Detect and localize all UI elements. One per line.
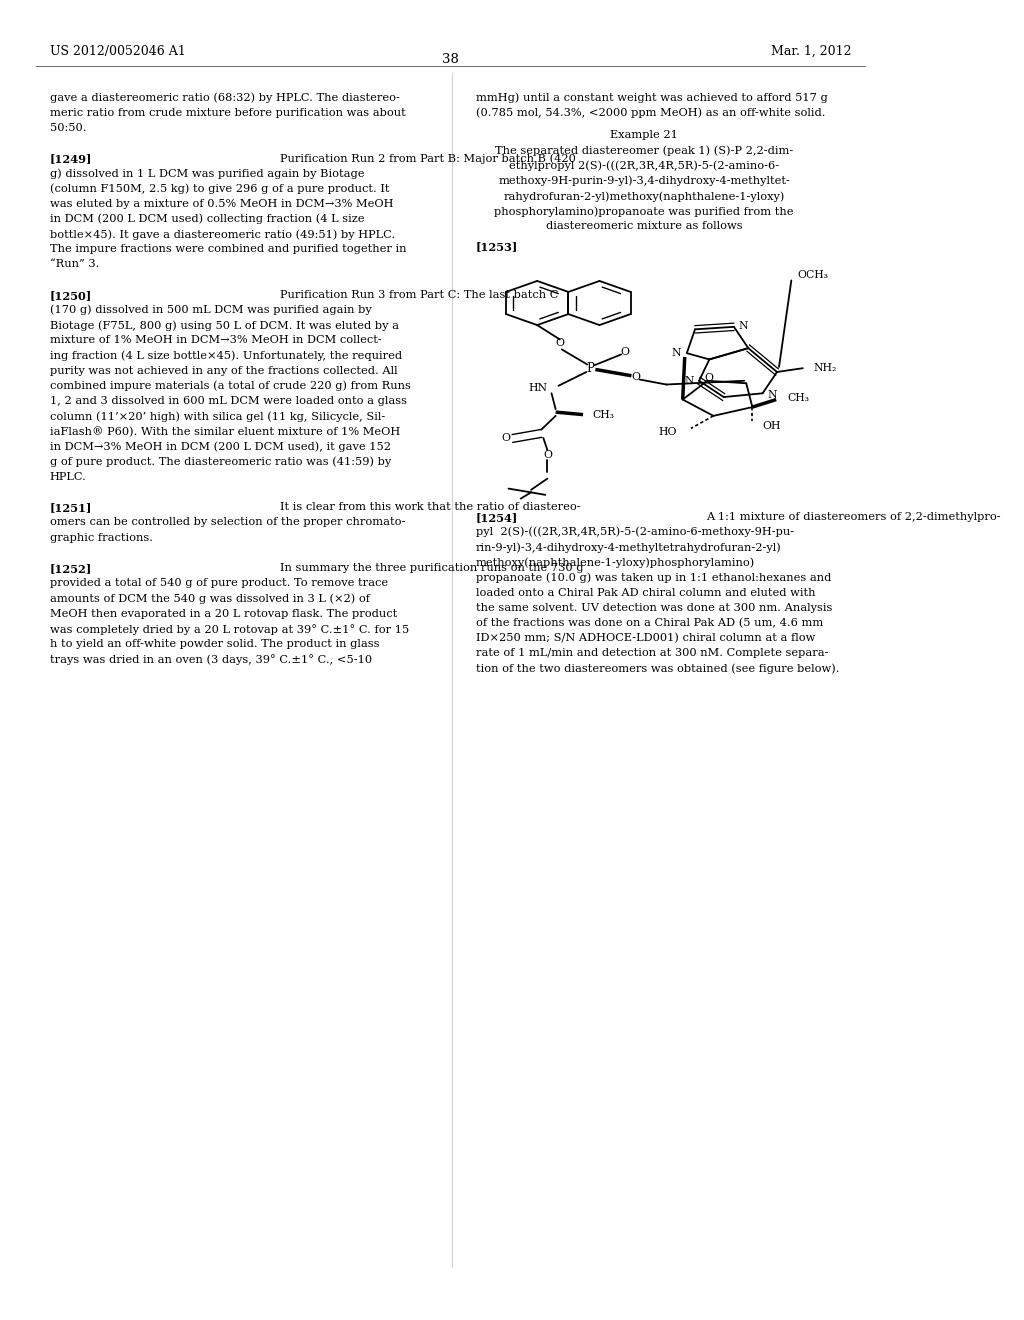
Text: OCH₃: OCH₃ (798, 271, 828, 280)
Text: graphic fractions.: graphic fractions. (49, 532, 153, 543)
Text: was completely dried by a 20 L rotovap at 39° C.±1° C. for 15: was completely dried by a 20 L rotovap a… (49, 623, 409, 635)
Text: [1251]: [1251] (49, 502, 92, 513)
Text: ing fraction (4 L size bottle×45). Unfortunately, the required: ing fraction (4 L size bottle×45). Unfor… (49, 350, 401, 362)
Text: Example 21: Example 21 (610, 131, 678, 140)
Text: [1252]: [1252] (49, 562, 92, 574)
Text: The separated diastereomer (peak 1) (S)-P 2,2-dim-: The separated diastereomer (peak 1) (S)-… (495, 145, 794, 156)
Text: US 2012/0052046 A1: US 2012/0052046 A1 (49, 45, 185, 58)
Text: O: O (543, 450, 552, 459)
Text: P: P (587, 362, 594, 375)
Text: tion of the two diastereomers was obtained (see figure below).: tion of the two diastereomers was obtain… (476, 664, 840, 675)
Text: ethylpropyl 2(S)-(((2R,3R,4R,5R)-5-(2-amino-6-: ethylpropyl 2(S)-(((2R,3R,4R,5R)-5-(2-am… (509, 161, 779, 172)
Text: OH: OH (763, 421, 781, 430)
Text: [1253]: [1253] (476, 242, 518, 252)
Text: rahydrofuran-2-yl)methoxy(naphthalene-1-yloxy): rahydrofuran-2-yl)methoxy(naphthalene-1-… (504, 191, 784, 202)
Text: O: O (705, 374, 714, 383)
Text: HPLC.: HPLC. (49, 471, 86, 482)
Text: ID×250 mm; S/N ADHOCE-LD001) chiral column at a flow: ID×250 mm; S/N ADHOCE-LD001) chiral colu… (476, 634, 815, 643)
Text: mmHg) until a constant weight was achieved to afford 517 g: mmHg) until a constant weight was achiev… (476, 92, 827, 103)
Text: N: N (768, 389, 777, 400)
Text: omers can be controlled by selection of the proper chromato-: omers can be controlled by selection of … (49, 517, 404, 528)
Text: in DCM (200 L DCM used) collecting fraction (4 L size: in DCM (200 L DCM used) collecting fract… (49, 214, 365, 224)
Text: [1254]: [1254] (476, 512, 518, 523)
Text: Purification Run 3 from Part C: The last batch C: Purification Run 3 from Part C: The last… (280, 289, 558, 300)
Text: NH₂: NH₂ (814, 363, 838, 374)
Text: methoxy(naphthalene-1-yloxy)phosphorylamino): methoxy(naphthalene-1-yloxy)phosphorylam… (476, 557, 755, 568)
Text: meric ratio from crude mixture before purification was about: meric ratio from crude mixture before pu… (49, 107, 406, 117)
Text: of the fractions was done on a Chiral Pak AD (5 um, 4.6 mm: of the fractions was done on a Chiral Pa… (476, 618, 823, 628)
Text: [1250]: [1250] (49, 289, 92, 301)
Text: [1249]: [1249] (49, 153, 92, 164)
Text: O: O (621, 347, 630, 356)
Text: gave a diastereomeric ratio (68:32) by HPLC. The diastereo-: gave a diastereomeric ratio (68:32) by H… (49, 92, 399, 103)
Text: Mar. 1, 2012: Mar. 1, 2012 (771, 45, 851, 58)
Text: g) dissolved in 1 L DCM was purified again by Biotage: g) dissolved in 1 L DCM was purified aga… (49, 168, 365, 180)
Text: rin-9-yl)-3,4-dihydroxy-4-methyltetrahydrofuran-2-yl): rin-9-yl)-3,4-dihydroxy-4-methyltetrahyd… (476, 543, 781, 553)
Text: purity was not achieved in any of the fractions collected. All: purity was not achieved in any of the fr… (49, 366, 397, 376)
Text: O: O (555, 338, 564, 348)
Text: HN: HN (528, 383, 548, 393)
Text: “Run” 3.: “Run” 3. (49, 259, 99, 269)
Text: CH₃: CH₃ (787, 393, 809, 404)
Text: 38: 38 (442, 53, 459, 66)
Text: column (11’×20’ high) with silica gel (11 kg, Silicycle, Sil-: column (11’×20’ high) with silica gel (1… (49, 411, 385, 422)
Text: phosphorylamino)propanoate was purified from the: phosphorylamino)propanoate was purified … (495, 206, 794, 216)
Text: A 1:1 mixture of diastereomers of 2,2-dimethylpro-: A 1:1 mixture of diastereomers of 2,2-di… (707, 512, 1000, 521)
Text: In summary the three purification runs on the 730 g: In summary the three purification runs o… (280, 562, 584, 573)
Text: The impure fractions were combined and purified together in: The impure fractions were combined and p… (49, 244, 407, 255)
Text: combined impure materials (a total of crude 220 g) from Runs: combined impure materials (a total of cr… (49, 380, 411, 392)
Text: (0.785 mol, 54.3%, <2000 ppm MeOH) as an off-white solid.: (0.785 mol, 54.3%, <2000 ppm MeOH) as an… (476, 107, 825, 119)
Text: diastereomeric mixture as follows: diastereomeric mixture as follows (546, 222, 742, 231)
Text: in DCM→3% MeOH in DCM (200 L DCM used), it gave 152: in DCM→3% MeOH in DCM (200 L DCM used), … (49, 441, 390, 453)
Text: provided a total of 540 g of pure product. To remove trace: provided a total of 540 g of pure produc… (49, 578, 388, 589)
Text: amounts of DCM the 540 g was dissolved in 3 L (×2) of: amounts of DCM the 540 g was dissolved i… (49, 593, 370, 605)
Text: 50:50.: 50:50. (49, 123, 86, 133)
Text: CH₃: CH₃ (593, 409, 614, 420)
Text: O: O (502, 433, 511, 444)
Text: pyl  2(S)-(((2R,3R,4R,5R)-5-(2-amino-6-methoxy-9H-pu-: pyl 2(S)-(((2R,3R,4R,5R)-5-(2-amino-6-me… (476, 527, 794, 537)
Text: was eluted by a mixture of 0.5% MeOH in DCM→3% MeOH: was eluted by a mixture of 0.5% MeOH in … (49, 198, 393, 209)
Text: iaFlash® P60). With the similar eluent mixture of 1% MeOH: iaFlash® P60). With the similar eluent m… (49, 426, 399, 437)
Text: the same solvent. UV detection was done at 300 nm. Analysis: the same solvent. UV detection was done … (476, 603, 833, 612)
Text: (column F150M, 2.5 kg) to give 296 g of a pure product. It: (column F150M, 2.5 kg) to give 296 g of … (49, 183, 389, 194)
Text: N: N (685, 376, 694, 385)
Text: methoxy-9H-purin-9-yl)-3,4-dihydroxy-4-methyltet-: methoxy-9H-purin-9-yl)-3,4-dihydroxy-4-m… (499, 176, 791, 186)
Text: (170 g) dissolved in 500 mL DCM was purified again by: (170 g) dissolved in 500 mL DCM was puri… (49, 305, 372, 315)
Text: bottle×45). It gave a diastereomeric ratio (49:51) by HPLC.: bottle×45). It gave a diastereomeric rat… (49, 228, 394, 240)
Text: MeOH then evaporated in a 20 L rotovap flask. The product: MeOH then evaporated in a 20 L rotovap f… (49, 609, 397, 619)
Text: rate of 1 mL/min and detection at 300 nM. Complete separa-: rate of 1 mL/min and detection at 300 nM… (476, 648, 828, 659)
Text: Biotage (F75L, 800 g) using 50 L of DCM. It was eluted by a: Biotage (F75L, 800 g) using 50 L of DCM.… (49, 319, 398, 331)
Text: 1, 2 and 3 dissolved in 600 mL DCM were loaded onto a glass: 1, 2 and 3 dissolved in 600 mL DCM were … (49, 396, 407, 407)
Text: O: O (631, 372, 640, 381)
Text: N: N (739, 321, 749, 330)
Text: g of pure product. The diastereomeric ratio was (41:59) by: g of pure product. The diastereomeric ra… (49, 457, 391, 467)
Text: propanoate (10.0 g) was taken up in 1:1 ethanol:hexanes and: propanoate (10.0 g) was taken up in 1:1 … (476, 573, 831, 583)
Text: Purification Run 2 from Part B: Major batch B (420: Purification Run 2 from Part B: Major ba… (280, 153, 575, 164)
Text: N: N (671, 348, 681, 358)
Text: trays was dried in an oven (3 days, 39° C.±1° C., <5-10: trays was dried in an oven (3 days, 39° … (49, 653, 372, 665)
Text: h to yield an off-white powder solid. The product in glass: h to yield an off-white powder solid. Th… (49, 639, 379, 649)
Text: HO: HO (658, 428, 677, 437)
Text: mixture of 1% MeOH in DCM→3% MeOH in DCM collect-: mixture of 1% MeOH in DCM→3% MeOH in DCM… (49, 335, 381, 346)
Text: It is clear from this work that the ratio of diastereo-: It is clear from this work that the rati… (280, 502, 581, 512)
Text: loaded onto a Chiral Pak AD chiral column and eluted with: loaded onto a Chiral Pak AD chiral colum… (476, 587, 815, 598)
